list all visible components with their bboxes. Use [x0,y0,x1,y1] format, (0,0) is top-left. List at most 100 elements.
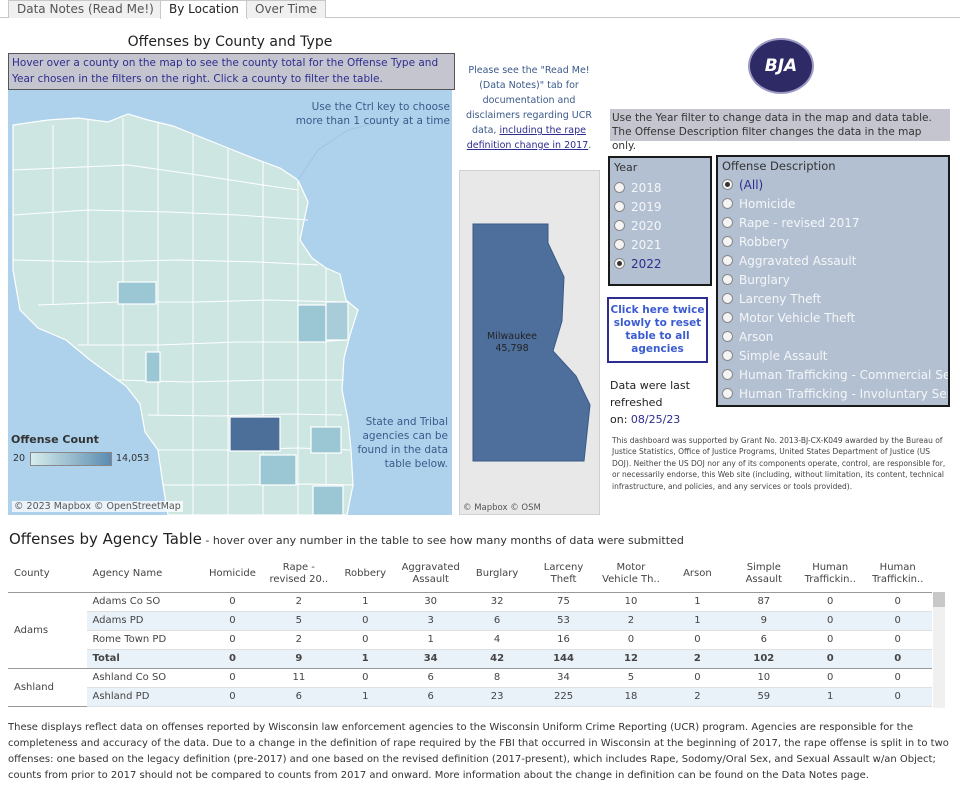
value-cell[interactable]: 0 [664,630,731,650]
value-cell[interactable]: 2 [664,687,731,707]
value-cell[interactable]: 0 [201,687,264,707]
value-cell[interactable]: 23 [464,687,530,707]
value-cell[interactable]: 0 [863,611,932,631]
offense-option-aggravated-assault[interactable]: Aggravated Assault [722,251,944,270]
tab-data-notes[interactable]: Data Notes (Read Me!) [8,0,163,18]
col-burglary[interactable]: Burglary [464,556,530,593]
county-waukesha[interactable] [310,426,342,454]
county-outagamie[interactable] [325,301,349,341]
value-cell[interactable]: 6 [263,687,335,707]
value-cell[interactable]: 1 [334,649,397,669]
value-cell[interactable]: 0 [664,668,731,688]
value-cell[interactable]: 10 [730,668,798,688]
value-cell[interactable]: 225 [529,687,598,707]
col-ht-involuntary[interactable]: Human Traffickin.. [863,556,932,593]
col-motor-vehicle-theft[interactable]: Motor Vehicle Th.. [597,556,665,593]
value-cell[interactable]: 34 [529,668,598,688]
radio-icon[interactable] [722,331,733,342]
county-milwaukee[interactable] [472,223,591,462]
value-cell[interactable]: 0 [201,611,264,631]
value-cell[interactable]: 6 [730,630,798,650]
milwaukee-attribution[interactable]: © Mapbox © OSM [463,503,541,513]
county-st-croix[interactable] [117,281,157,305]
value-cell[interactable]: 4 [464,630,530,650]
radio-icon[interactable] [722,236,733,247]
value-cell[interactable]: 0 [797,668,864,688]
year-option-2021[interactable]: 2021 [614,235,706,254]
col-arson[interactable]: Arson [664,556,731,593]
county-rock[interactable] [259,454,297,486]
value-cell[interactable]: 34 [396,649,465,669]
value-cell[interactable]: 8 [464,668,530,688]
table-scrollbar-thumb[interactable] [933,592,945,607]
value-cell[interactable]: 5 [263,611,335,631]
value-cell[interactable]: 0 [201,592,264,612]
offense-option-arson[interactable]: Arson [722,327,944,346]
value-cell[interactable]: 6 [464,611,530,631]
value-cell[interactable]: 102 [730,649,798,669]
value-cell[interactable]: 1 [334,592,397,612]
value-cell[interactable]: 6 [396,668,465,688]
radio-selected-icon[interactable] [614,258,625,269]
radio-icon[interactable] [722,350,733,361]
year-option-2019[interactable]: 2019 [614,197,706,216]
radio-icon[interactable] [722,312,733,323]
county-map-svg[interactable] [8,90,452,515]
value-cell[interactable]: 1 [396,630,465,650]
value-cell[interactable]: 1 [334,687,397,707]
value-cell[interactable]: 16 [529,630,598,650]
value-cell[interactable]: 59 [730,687,798,707]
value-cell[interactable]: 0 [863,687,932,707]
reset-table-button[interactable]: Click here twice slowly to reset table t… [607,297,708,363]
radio-icon[interactable] [614,182,625,193]
value-cell[interactable]: 0 [334,611,397,631]
value-cell[interactable]: 0 [863,649,932,669]
offense-filter[interactable]: Offense Description (All) Homicide Rape … [716,155,950,407]
value-cell[interactable]: 9 [730,611,798,631]
col-county[interactable]: County [8,556,87,593]
value-cell[interactable]: 2 [263,630,335,650]
value-cell[interactable]: 42 [464,649,530,669]
county-dane[interactable] [229,416,281,452]
value-cell[interactable]: 0 [797,592,864,612]
value-cell[interactable]: 87 [730,592,798,612]
value-cell[interactable]: 3 [396,611,465,631]
value-cell[interactable]: 30 [396,592,465,612]
col-homicide[interactable]: Homicide [201,556,264,593]
radio-icon[interactable] [722,217,733,228]
value-cell[interactable]: 0 [863,630,932,650]
milwaukee-map[interactable]: Milwaukee 45,798 © Mapbox © OSM [459,170,600,515]
offense-option-burglary[interactable]: Burglary [722,270,944,289]
radio-selected-icon[interactable] [722,179,733,190]
value-cell[interactable]: 0 [201,649,264,669]
col-simple-assault[interactable]: Simple Assault [730,556,798,593]
tab-by-location[interactable]: By Location [160,0,248,19]
radio-icon[interactable] [722,388,733,399]
col-larceny-theft[interactable]: Larceny Theft [529,556,598,593]
offense-option-all[interactable]: (All) [722,175,944,194]
offense-option-motor-vehicle-theft[interactable]: Motor Vehicle Theft [722,308,944,327]
col-rape[interactable]: Rape - revised 20.. [263,556,335,593]
radio-icon[interactable] [614,201,625,212]
offense-option-larceny-theft[interactable]: Larceny Theft [722,289,944,308]
value-cell[interactable]: 0 [797,630,864,650]
year-option-2020[interactable]: 2020 [614,216,706,235]
value-cell[interactable]: 10 [597,592,665,612]
value-cell[interactable]: 2 [664,649,731,669]
radio-icon[interactable] [614,220,625,231]
value-cell[interactable]: 2 [597,611,665,631]
offense-option-homicide[interactable]: Homicide [722,194,944,213]
value-cell[interactable]: 75 [529,592,598,612]
value-cell[interactable]: 0 [334,668,397,688]
offense-option-simple-assault[interactable]: Simple Assault [722,346,944,365]
radio-icon[interactable] [722,255,733,266]
value-cell[interactable]: 1 [664,592,731,612]
value-cell[interactable]: 12 [597,649,665,669]
col-agency[interactable]: Agency Name [86,556,202,593]
offense-option-ht-involuntary-servitude[interactable]: Human Trafficking - Involuntary Serv... [722,384,948,403]
value-cell[interactable]: 18 [597,687,665,707]
map-attribution[interactable]: © 2023 Mapbox © OpenStreetMap [12,501,183,512]
value-cell[interactable]: 0 [201,630,264,650]
county-map[interactable]: Use the Ctrl key to choose more than 1 c… [8,90,452,515]
value-cell[interactable]: 1 [797,687,864,707]
